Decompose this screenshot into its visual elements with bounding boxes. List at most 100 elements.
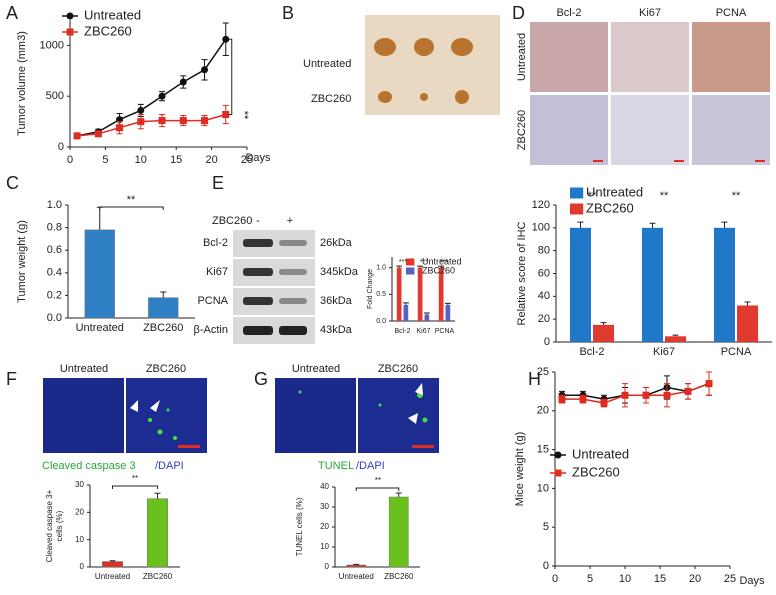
data-point (137, 118, 145, 126)
y-tick-label: 5 (543, 521, 549, 533)
annotation: ** (375, 476, 381, 485)
bar (445, 305, 451, 321)
bar (417, 267, 423, 321)
x-tick-label: 0 (67, 154, 73, 166)
x-tick-label: 25 (724, 573, 736, 585)
y-tick-label: 0.4 (47, 267, 62, 279)
counterstain-label: /DAPI (155, 460, 184, 472)
error-bar (154, 492, 161, 499)
data-point (201, 66, 209, 74)
legend-swatch (570, 187, 584, 199)
column-label: Untreated (292, 363, 340, 375)
counterstain-label: /DAPI (356, 460, 385, 472)
x-tick-label: 5 (587, 573, 593, 585)
fluorescence-image (43, 378, 207, 453)
legend-label: ZBC260 (422, 265, 455, 275)
panel-letter: H (528, 369, 541, 389)
error-bar (600, 322, 607, 325)
x-tick-label: 25 (241, 154, 253, 166)
annotation: ** (660, 190, 669, 202)
y-tick-label: 60 (538, 267, 550, 279)
data-point (663, 391, 671, 399)
data-point (222, 35, 230, 43)
x-tick-label: 20 (205, 154, 217, 166)
bar (396, 267, 402, 321)
legend-label: Untreated (586, 184, 643, 199)
y-tick-label: 0 (543, 560, 549, 572)
legend-swatch (406, 267, 415, 275)
error-bar (649, 222, 656, 228)
legend-marker (554, 451, 562, 459)
y-tick-label: 1.0 (47, 199, 62, 211)
data-point (116, 124, 124, 132)
protein-label: Ki67 (206, 266, 228, 278)
series-line (76, 38, 227, 137)
y-axis-label: cells (%) (55, 510, 64, 541)
annotation: *** (440, 259, 448, 266)
data-point (705, 380, 713, 388)
y-tick-label: 0.5 (376, 291, 386, 298)
x-tick-label: ZBC260 (143, 572, 173, 581)
error-bar (417, 265, 424, 268)
y-tick-label: 0 (80, 562, 85, 571)
x-axis-label: Days (245, 152, 271, 164)
data-point (137, 106, 145, 114)
data-point (179, 78, 187, 86)
bar (438, 267, 444, 321)
protein-label: β-Actin (194, 324, 228, 336)
data-point (94, 130, 102, 138)
size-label: 36kDa (320, 295, 353, 307)
bar (84, 229, 115, 319)
data-point (558, 395, 566, 403)
legend-label: ZBC260 (572, 464, 620, 479)
y-tick-label: 15 (537, 444, 549, 456)
annotation: ** (132, 474, 138, 483)
y-tick-label: 120 (532, 199, 550, 211)
size-label: 43kDa (320, 324, 353, 336)
bar (641, 227, 663, 342)
y-tick-label: 25 (537, 366, 549, 378)
panel-letter: C (6, 173, 19, 193)
y-tick-label: 10 (75, 535, 84, 544)
y-tick-label: 10 (537, 482, 549, 494)
error-bar (577, 221, 584, 228)
legend-swatch (406, 258, 415, 266)
blot (233, 230, 315, 344)
error-bar (160, 291, 167, 298)
treatment-label: ZBC260 (212, 215, 252, 227)
row-label: ZBC260 (311, 93, 351, 105)
significance-bracket (112, 485, 158, 489)
x-tick-label: 10 (135, 154, 147, 166)
bar (593, 324, 615, 342)
bar (346, 564, 367, 568)
panel-letter: G (254, 369, 268, 389)
annotation: ** (238, 111, 250, 120)
annotation: *** (420, 259, 428, 266)
x-tick-label: 15 (170, 154, 182, 166)
y-tick-label: 100 (532, 222, 550, 234)
bar (148, 297, 179, 319)
column-label: ZBC260 (146, 363, 186, 375)
y-axis-label: Cleaved caspase 3+ (45, 489, 54, 562)
significance-bracket (228, 38, 233, 115)
y-tick-label: 20 (538, 313, 550, 325)
column-label: Untreated (60, 363, 108, 375)
legend-label: ZBC260 (84, 23, 132, 38)
stain-label: TUNEL (318, 460, 354, 472)
y-axis-label: Relative score of IHC (516, 221, 528, 325)
y-tick-label: 30 (75, 480, 84, 489)
x-tick-label: 20 (689, 573, 701, 585)
y-axis-label: Mice weight (g) (514, 432, 526, 507)
panel-letter: E (212, 173, 224, 193)
row-label: Untreated (303, 58, 351, 70)
data-point (158, 92, 166, 100)
ihc-images (530, 22, 770, 165)
legend-marker (66, 12, 74, 20)
x-tick-label: Bcl-2 (579, 346, 604, 358)
data-point (642, 391, 650, 399)
y-tick-label: 0 (325, 562, 330, 571)
significance-bracket (99, 206, 164, 210)
y-axis-label: Tumor weight (g) (16, 220, 28, 303)
error-bar (96, 206, 103, 230)
